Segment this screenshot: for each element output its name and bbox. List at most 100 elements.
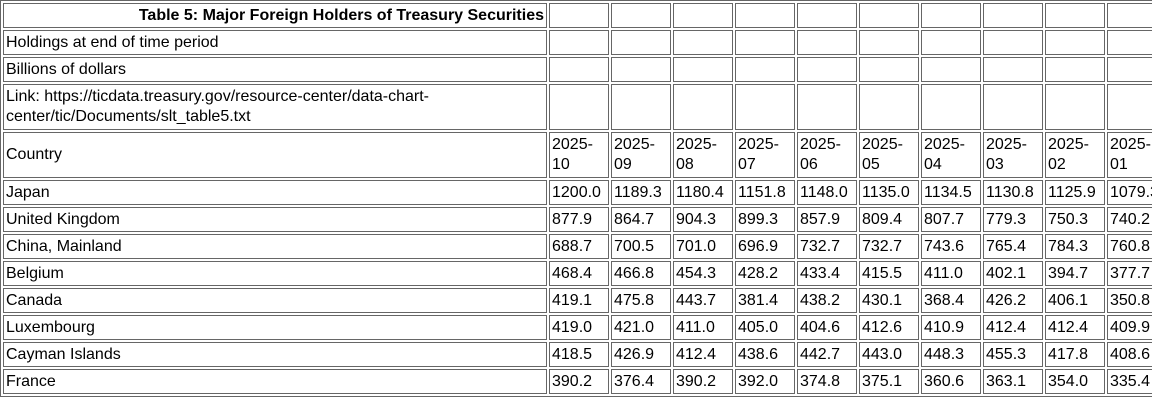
- holding-value: 740.2: [1107, 207, 1152, 232]
- holding-value: 415.5: [859, 261, 919, 286]
- empty-cell: [549, 3, 609, 28]
- holding-value: 392.0: [735, 369, 795, 394]
- holding-value: 904.3: [673, 207, 733, 232]
- holding-value: 438.2: [797, 288, 857, 313]
- data-row: Cayman Islands 418.5 426.9 412.4 438.6 442.7 4…: [3, 342, 1152, 367]
- holding-value: 864.7: [611, 207, 671, 232]
- holding-value: 412.4: [673, 342, 733, 367]
- holding-value: 784.3: [1045, 234, 1105, 259]
- holding-value: 732.7: [859, 234, 919, 259]
- holding-value: 732.7: [797, 234, 857, 259]
- country: Belgium: [3, 261, 547, 286]
- holding-value: 700.5: [611, 234, 671, 259]
- empty-cell: [921, 84, 981, 130]
- empty-cell: [611, 57, 671, 82]
- holding-value: 438.6: [735, 342, 795, 367]
- empty-cell: [859, 84, 919, 130]
- holding-value: 1079.3: [1107, 180, 1152, 205]
- data-row: Japan 1200.0 1189.3 1180.4 1151.8 1148.0 1135.…: [3, 180, 1152, 205]
- country: Canada: [3, 288, 547, 313]
- holding-value: 419.0: [549, 315, 609, 340]
- holding-value: 375.1: [859, 369, 919, 394]
- holding-value: 443.7: [673, 288, 733, 313]
- empty-cell: [735, 84, 795, 130]
- empty-cell: [549, 57, 609, 82]
- empty-cell: [1107, 30, 1152, 55]
- holding-value: 428.2: [735, 261, 795, 286]
- title-row: Table 5: Major Foreign Holders of Treasu…: [3, 3, 1152, 28]
- empty-cell: [921, 3, 981, 28]
- holding-value: 466.8: [611, 261, 671, 286]
- holding-value: 381.4: [735, 288, 795, 313]
- empty-cell: [797, 3, 857, 28]
- holding-value: 899.3: [735, 207, 795, 232]
- holding-value: 433.4: [797, 261, 857, 286]
- empty-cell: [673, 3, 733, 28]
- empty-cell: [797, 30, 857, 55]
- holding-value: 701.0: [673, 234, 733, 259]
- holding-value: 374.8: [797, 369, 857, 394]
- empty-cell: [1045, 30, 1105, 55]
- holding-value: 412.4: [983, 315, 1043, 340]
- holding-value: 418.5: [549, 342, 609, 367]
- holding-value: 411.0: [921, 261, 981, 286]
- empty-cell: [797, 84, 857, 130]
- country: France: [3, 369, 547, 394]
- country: United Kingdom: [3, 207, 547, 232]
- empty-cell: [549, 84, 609, 130]
- column-header: Country: [3, 132, 547, 178]
- empty-cell: [921, 57, 981, 82]
- holding-value: 412.4: [1045, 315, 1105, 340]
- holding-value: 409.9: [1107, 315, 1152, 340]
- holding-value: 402.1: [983, 261, 1043, 286]
- data-row: China, Mainland 688.7 700.5 701.0 696.9 732.7…: [3, 234, 1152, 259]
- holding-value: 406.1: [1045, 288, 1105, 313]
- note: Link: https://ticdata.treasury.gov/resou…: [3, 84, 547, 130]
- holding-value: 1189.3: [611, 180, 671, 205]
- holding-value: 404.6: [797, 315, 857, 340]
- empty-cell: [1045, 84, 1105, 130]
- holding-value: 696.9: [735, 234, 795, 259]
- country: Cayman Islands: [3, 342, 547, 367]
- note: Holdings at end of time period: [3, 30, 547, 55]
- period-header: 2025-05: [859, 132, 919, 178]
- empty-cell: [983, 30, 1043, 55]
- holding-value: 368.4: [921, 288, 981, 313]
- period-header: 2025-10: [549, 132, 609, 178]
- period-header: 2025-04: [921, 132, 981, 178]
- holding-value: 390.2: [549, 369, 609, 394]
- empty-cell: [1107, 57, 1152, 82]
- empty-cell: [611, 84, 671, 130]
- holding-value: 1151.8: [735, 180, 795, 205]
- holding-value: 857.9: [797, 207, 857, 232]
- empty-cell: [735, 30, 795, 55]
- empty-cell: [735, 3, 795, 28]
- empty-cell: [1045, 3, 1105, 28]
- holding-value: 1180.4: [673, 180, 733, 205]
- data-row: Canada 419.1 475.8 443.7 381.4 438.2 430.1 368.…: [3, 288, 1152, 313]
- empty-cell: [983, 3, 1043, 28]
- empty-cell: [1107, 3, 1152, 28]
- period-header: 2025-03: [983, 132, 1043, 178]
- period-header: 2025-07: [735, 132, 795, 178]
- holding-value: 405.0: [735, 315, 795, 340]
- holding-value: 442.7: [797, 342, 857, 367]
- table-body: Table 5: Major Foreign Holders of Treasu…: [3, 3, 1152, 394]
- holding-value: 454.3: [673, 261, 733, 286]
- country: Japan: [3, 180, 547, 205]
- holding-value: 426.9: [611, 342, 671, 367]
- holding-value: 363.1: [983, 369, 1043, 394]
- table-title: Table 5: Major Foreign Holders of Treasu…: [3, 3, 547, 28]
- note-row: Billions of dollars: [3, 57, 1152, 82]
- note-row: Holdings at end of time period: [3, 30, 1152, 55]
- empty-cell: [611, 3, 671, 28]
- country: China, Mainland: [3, 234, 547, 259]
- holding-value: 448.3: [921, 342, 981, 367]
- holding-value: 443.0: [859, 342, 919, 367]
- holding-value: 475.8: [611, 288, 671, 313]
- holding-value: 1125.9: [1045, 180, 1105, 205]
- holding-value: 360.6: [921, 369, 981, 394]
- empty-cell: [859, 57, 919, 82]
